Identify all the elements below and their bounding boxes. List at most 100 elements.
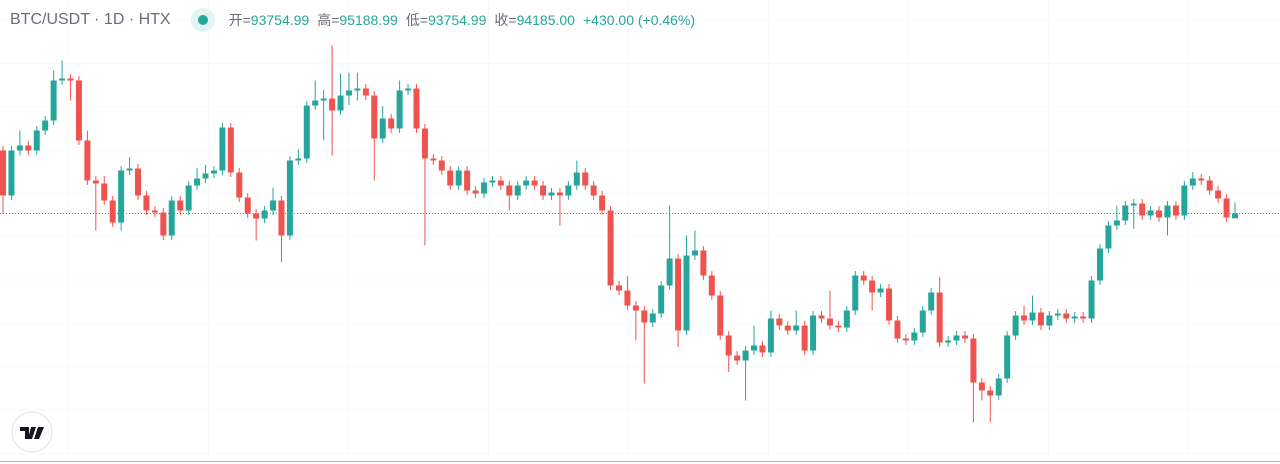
candle-body — [1139, 203, 1146, 216]
candle-body — [1054, 313, 1061, 316]
legend-label: 低= — [405, 12, 428, 28]
candle-body — [447, 170, 454, 186]
candle-body — [185, 185, 192, 211]
candle-body — [50, 80, 57, 121]
candle-body — [717, 295, 724, 336]
candle-body — [666, 258, 673, 286]
candle-body — [253, 213, 260, 219]
candle-body — [1172, 205, 1179, 216]
legend-label: 开= — [228, 12, 251, 28]
candle-body — [590, 185, 597, 196]
candle-body — [1037, 312, 1044, 326]
candle-body — [860, 275, 867, 281]
candle-body — [0, 150, 6, 196]
candle-body — [194, 178, 201, 186]
legend-value: 93754.99 — [250, 12, 310, 28]
candle-body — [573, 172, 580, 186]
candle-body — [67, 78, 74, 81]
candle-body — [1198, 178, 1205, 181]
candle-body — [869, 280, 876, 293]
candle-body — [405, 88, 412, 91]
candle-body — [835, 325, 842, 328]
candle-body — [371, 95, 378, 139]
legend-label: 高= — [317, 12, 340, 28]
candle-body — [1021, 315, 1028, 321]
candle-body — [902, 338, 909, 341]
legend-item: 高=95188.99 — [317, 12, 398, 28]
candle-body — [278, 200, 285, 236]
candle-body — [1080, 316, 1087, 319]
candle-body — [472, 190, 479, 194]
candle-body — [413, 88, 420, 129]
candle-body — [295, 158, 302, 161]
candle-body — [641, 310, 648, 323]
candle-body — [388, 118, 395, 129]
candle-body — [970, 338, 977, 383]
chart-title: BTC/USDT · 1D · HTX — [10, 11, 171, 28]
candle-body — [582, 172, 589, 186]
candle-body — [151, 210, 158, 213]
candle-body — [8, 150, 15, 196]
candle-body — [219, 127, 226, 171]
candle-body — [362, 88, 369, 96]
candle-body — [286, 160, 293, 236]
candle-body — [784, 325, 791, 331]
candle-body — [514, 185, 521, 196]
candle-body — [109, 200, 116, 223]
legend-value: 95188.99 — [339, 12, 398, 28]
candle-body — [1130, 203, 1137, 206]
candle-body — [101, 183, 108, 201]
candle-body — [33, 130, 40, 151]
candle-body — [202, 173, 209, 179]
candle-body — [810, 315, 817, 351]
candle-body — [464, 170, 471, 191]
candle-body — [700, 250, 707, 276]
candle-body — [312, 100, 319, 106]
candle-body — [329, 98, 336, 111]
candle-body — [143, 195, 150, 211]
candle-body — [489, 180, 496, 183]
candle-body — [177, 200, 184, 211]
candle-body — [886, 288, 893, 321]
candle-body — [1063, 313, 1070, 319]
candle-body — [734, 355, 741, 361]
candle-body — [337, 95, 344, 111]
candle-body — [548, 192, 555, 196]
legend-item: 开=93754.99 — [229, 12, 310, 28]
candle-body — [396, 90, 403, 129]
candle-body — [936, 292, 943, 343]
candle-body — [801, 325, 808, 351]
candle-body — [421, 128, 428, 159]
candle-body — [1046, 315, 1053, 326]
candle-body — [776, 318, 783, 326]
candle-body — [607, 210, 614, 286]
candle-body — [793, 325, 800, 331]
candle-body — [632, 305, 639, 311]
candle-body — [1096, 248, 1103, 281]
candle-body — [995, 378, 1002, 396]
candle-body — [708, 275, 715, 296]
candle-body — [210, 170, 217, 174]
candle-body — [135, 168, 142, 196]
candle-body — [725, 335, 732, 356]
candle-body — [1181, 185, 1188, 216]
candle-body — [227, 127, 234, 173]
candle-body — [1189, 178, 1196, 186]
candle-body — [624, 290, 631, 306]
candle-body — [540, 185, 547, 196]
candle-body — [1113, 220, 1120, 226]
candle-body — [675, 258, 682, 331]
candle-body — [59, 78, 66, 81]
candle-body — [16, 145, 23, 151]
candle-body — [1029, 312, 1036, 321]
candle-body — [852, 275, 859, 311]
candle-body — [303, 105, 310, 159]
legend-value: 94185.00 — [516, 12, 575, 28]
candle-body — [455, 170, 462, 186]
candle-body — [1105, 225, 1112, 249]
candle-body — [497, 180, 504, 186]
candle-body — [244, 197, 251, 214]
candle-body — [430, 158, 437, 161]
candle-body — [168, 200, 175, 236]
candle-body — [877, 288, 884, 293]
